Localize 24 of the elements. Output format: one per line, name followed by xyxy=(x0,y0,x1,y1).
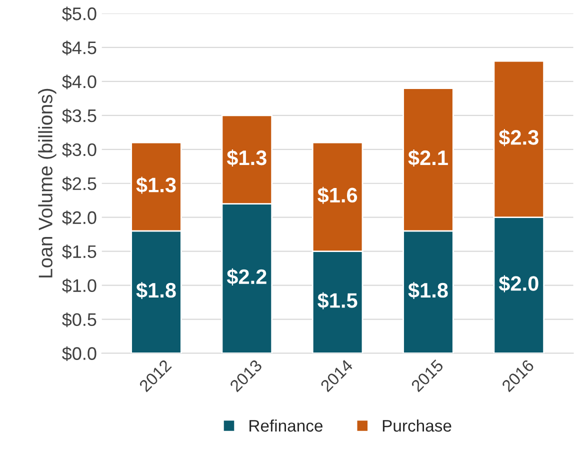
y-tick-label: $3.0 xyxy=(62,142,96,158)
y-tick-label: $2.0 xyxy=(62,210,96,226)
data-label: $1.8 xyxy=(136,282,176,300)
data-label: $1.5 xyxy=(318,292,358,310)
y-axis-title: Loan Volume (billions) xyxy=(38,88,56,278)
y-tick-label: $1.5 xyxy=(62,244,96,260)
data-label: $2.3 xyxy=(498,129,538,146)
data-label: $1.3 xyxy=(136,176,176,194)
legend-label: Refinance xyxy=(250,419,322,432)
data-label: $1.8 xyxy=(408,282,448,300)
y-tick-label: $4.5 xyxy=(62,40,96,56)
y-tick-label: $3.5 xyxy=(62,108,96,124)
data-label: $2.2 xyxy=(226,268,266,286)
y-tick-label: $1.0 xyxy=(62,278,96,294)
y-tick-label: $0.5 xyxy=(62,312,96,328)
data-label: $1.6 xyxy=(318,186,358,204)
y-tick-label: $0.0 xyxy=(62,346,96,362)
data-label: $1.3 xyxy=(226,150,266,167)
data-label: $2.0 xyxy=(498,275,538,292)
data-label: $2.1 xyxy=(408,150,448,167)
y-tick-label: $2.5 xyxy=(62,176,96,192)
legend-label: Purchase xyxy=(382,419,452,432)
y-tick-label: $4.0 xyxy=(62,74,96,90)
y-tick-label: $5.0 xyxy=(62,6,96,22)
